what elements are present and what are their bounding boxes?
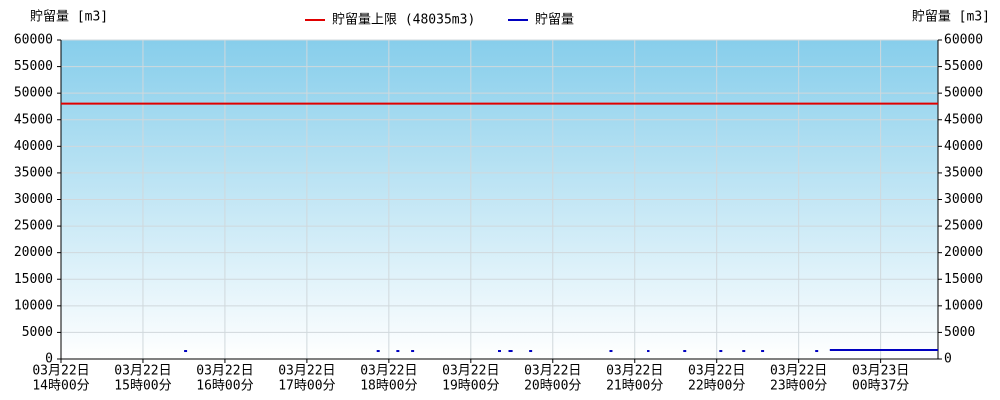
x-tick-label: 03月22日: [524, 364, 581, 379]
x-tick-label: 03月22日: [606, 364, 663, 379]
x-tick-label: 03月22日: [442, 364, 499, 379]
y-tick-label: 45000: [14, 112, 53, 127]
x-tick-label: 22時00分: [688, 379, 745, 394]
y2-tick-label: 50000: [944, 86, 983, 101]
y-tick-label: 5000: [22, 325, 53, 340]
y-tick-label: 60000: [14, 33, 53, 48]
x-tick-label: 15時00分: [114, 379, 171, 394]
x-tick-label: 03月22日: [32, 364, 89, 379]
x-tick-label: 00時37分: [852, 379, 909, 394]
x-tick-label: 03月22日: [770, 364, 827, 379]
x-tick-label: 19時00分: [442, 379, 499, 394]
x-tick-label: 03月22日: [196, 364, 253, 379]
y2-tick-label: 45000: [944, 112, 983, 127]
x-tick-label: 03月22日: [688, 364, 745, 379]
x-tick-label: 17時00分: [278, 379, 335, 394]
y-tick-label: 0: [45, 352, 53, 367]
legend-label: 貯留量: [535, 13, 574, 28]
x-tick-label: 21時00分: [606, 379, 663, 394]
y2-tick-label: 20000: [944, 245, 983, 260]
x-tick-label: 03月22日: [114, 364, 171, 379]
y2-tick-label: 60000: [944, 33, 983, 48]
y-tick-label: 20000: [14, 245, 53, 260]
y-axis-label: 貯留量 [m3]: [30, 10, 108, 25]
x-tick-label: 03月22日: [360, 364, 417, 379]
y-tick-label: 25000: [14, 219, 53, 234]
y-tick-label: 55000: [14, 59, 53, 74]
y-tick-label: 50000: [14, 86, 53, 101]
x-tick-label: 03月22日: [278, 364, 335, 379]
y-tick-label: 35000: [14, 165, 53, 180]
y2-tick-label: 55000: [944, 59, 983, 74]
x-tick-label: 16時00分: [196, 379, 253, 394]
y-tick-label: 40000: [14, 139, 53, 154]
y2-tick-label: 30000: [944, 192, 983, 207]
y-tick-label: 30000: [14, 192, 53, 207]
y2-axis-label: 貯留量 [m3]: [912, 10, 990, 25]
y2-tick-label: 10000: [944, 298, 983, 313]
y2-tick-label: 15000: [944, 272, 983, 287]
x-tick-label: 23時00分: [770, 379, 827, 394]
y2-tick-label: 5000: [944, 325, 975, 340]
legend-label: 貯留量上限 (48035m3): [332, 13, 475, 28]
x-tick-label: 18時00分: [360, 379, 417, 394]
x-tick-label: 14時00分: [32, 379, 89, 394]
y2-tick-label: 0: [944, 352, 952, 367]
y2-tick-label: 35000: [944, 165, 983, 180]
y2-tick-label: 40000: [944, 139, 983, 154]
x-tick-label: 20時00分: [524, 379, 581, 394]
y-tick-label: 10000: [14, 298, 53, 313]
y-tick-label: 15000: [14, 272, 53, 287]
y2-tick-label: 25000: [944, 219, 983, 234]
x-tick-label: 03月23日: [852, 364, 909, 379]
